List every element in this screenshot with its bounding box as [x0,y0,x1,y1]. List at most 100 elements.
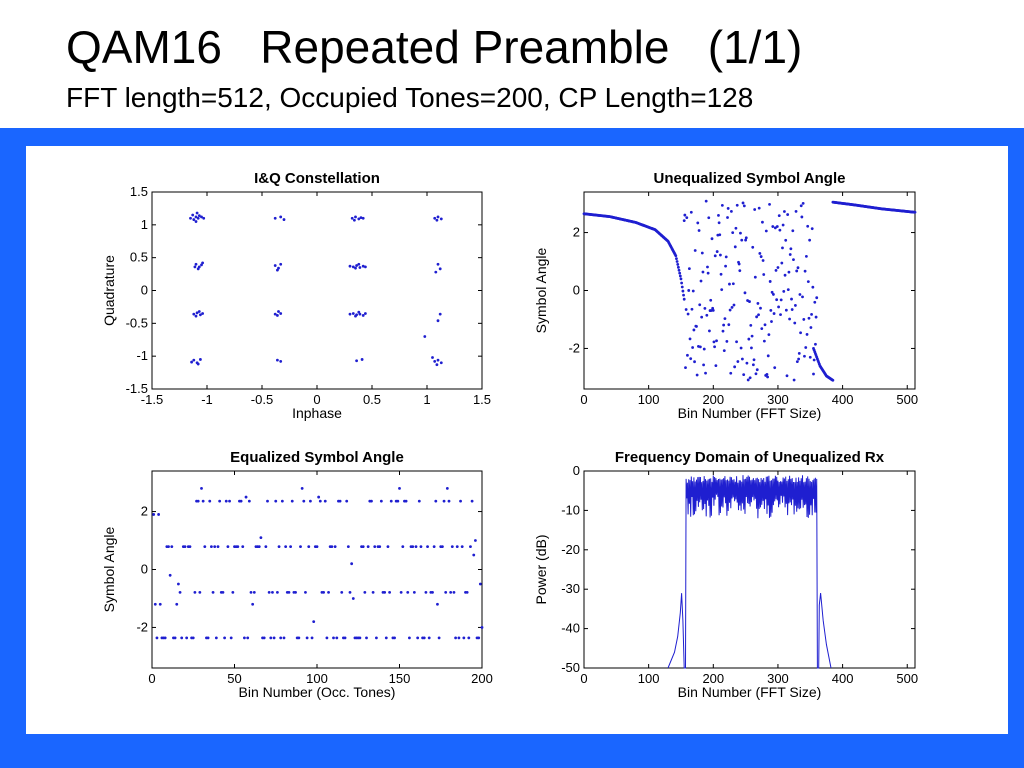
data-point [223,636,227,640]
data-point [196,216,200,220]
data-point [792,258,795,262]
data-point [257,545,261,549]
data-point [467,636,471,640]
data-point [731,231,735,235]
data-point [279,636,283,640]
data-point [805,333,809,336]
data-point [775,225,779,228]
data-point [361,314,365,317]
data-point [774,268,778,272]
data-point [811,285,815,289]
plot-frame [151,470,483,669]
data-point [203,545,207,549]
y-tick-label: 0 [573,463,580,478]
data-point [704,371,707,375]
data-point [755,368,759,372]
data-point [167,545,170,549]
data-point [785,374,789,378]
data-point [198,590,202,594]
data-point [183,545,187,549]
data-point [761,220,764,224]
data-point [711,308,715,312]
data-point [175,602,179,606]
data-point [801,295,804,299]
x-tick-label: 0 [580,671,587,686]
data-point [178,590,182,594]
y-tick-label: -2 [136,619,148,634]
data-point [748,300,751,303]
data-point [379,499,383,503]
data-point [364,312,367,315]
data-point [700,315,704,319]
data-point [348,312,352,316]
data-point [733,245,737,249]
data-point [239,499,243,503]
data-point [766,354,770,358]
data-point [432,545,436,549]
data-point [469,545,472,549]
data-point [243,636,246,640]
data-point [206,636,210,640]
y-tick-label: -50 [561,660,580,675]
data-point [192,358,196,362]
data-point [189,216,192,220]
data-point [800,215,804,219]
data-point [790,308,794,311]
data-point [277,545,281,549]
data-point [781,223,785,227]
y-tick-label: 0.5 [130,250,148,265]
data-point [678,274,682,278]
data-point [803,354,806,358]
data-point [173,636,177,640]
data-point [735,203,739,207]
figure-panel: I&Q Constellation Inphase Quadrature -1.5 -1… [26,146,1008,734]
x-tick-label: 100 [306,671,328,686]
subplot-4: Frequency Domain of Unequalized Rx Bin Nu… [533,449,918,700]
data-point [726,207,730,210]
data-point [775,298,779,302]
data-point [739,346,743,350]
data-point [736,360,740,363]
x-tick-label: 300 [767,671,789,686]
data-point [197,214,201,218]
data-point [396,499,400,503]
data-point [279,262,283,266]
data-point [322,590,325,594]
data-point [244,495,248,499]
data-point [746,378,750,382]
y-axis-label: Power (dB) [533,534,549,604]
data-point [315,545,319,549]
y-tick-label: 0 [141,562,148,577]
data-point [797,351,801,355]
data-point [676,265,680,269]
data-point [783,273,787,277]
data-point [228,499,231,503]
data-point [675,260,679,263]
data-point [815,296,819,300]
data-markers [189,211,443,367]
data-point [180,636,184,640]
data-point [740,238,744,242]
data-point [353,218,356,222]
data-point [751,363,755,367]
data-point [330,545,334,549]
data-point [262,636,266,640]
data-point [798,293,802,296]
data-point [769,308,773,312]
data-point [436,262,440,266]
data-point [791,229,795,233]
data-point [414,545,418,549]
data-point [211,590,215,594]
data-point [273,312,277,316]
data-point [702,363,705,367]
data-point [722,349,726,353]
data-point [781,246,784,250]
data-point [702,347,706,351]
data-point [201,261,205,265]
data-point [436,602,439,606]
data-point [721,329,725,333]
data-point [729,209,733,213]
data-point [810,312,813,316]
x-tick-label: 100 [638,392,660,407]
data-point [355,264,358,267]
